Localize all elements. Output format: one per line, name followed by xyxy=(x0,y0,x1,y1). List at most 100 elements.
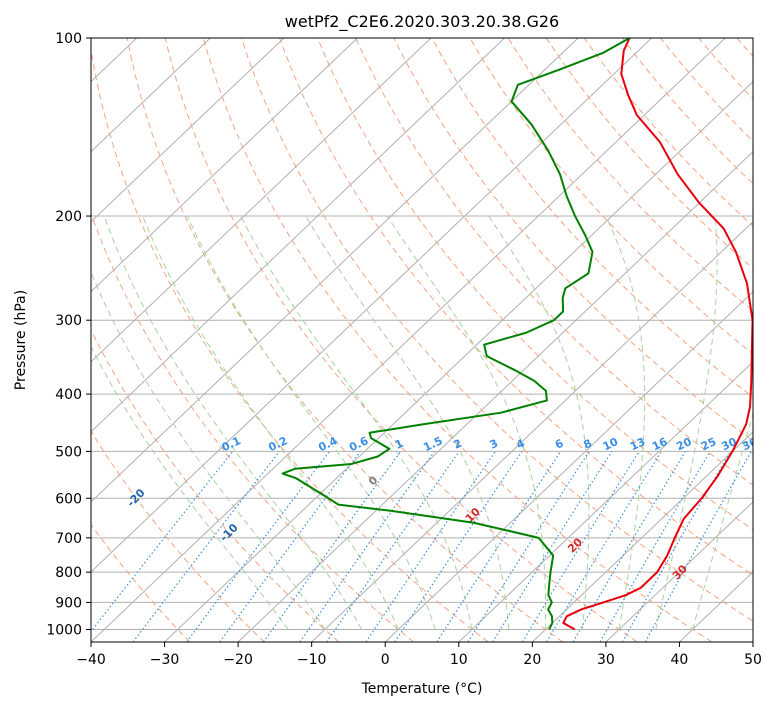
mixing-ratio-line xyxy=(492,451,613,642)
mixing-ratio-line xyxy=(436,451,562,642)
moist-adiabat-line xyxy=(305,215,510,630)
mixing-ratio-label: 2 xyxy=(452,437,464,452)
x-tick-label: 50 xyxy=(744,652,762,668)
isotherm-line xyxy=(91,38,505,433)
dewpoint-profile xyxy=(281,38,631,630)
mixing-ratio-line xyxy=(263,451,402,642)
dry-adiabat-line xyxy=(622,38,753,185)
mixing-ratio-label: 8 xyxy=(582,437,594,452)
line-labels: 0.10.20.40.611.52346810131620253036-100-… xyxy=(124,434,753,582)
mixing-ratio-line xyxy=(394,451,523,642)
x-tick-label: 30 xyxy=(597,652,615,668)
mixing-ratio-line xyxy=(599,451,711,642)
dry-adiabat-line xyxy=(240,38,753,622)
x-tick-label: −40 xyxy=(76,652,106,668)
x-tick-label: −20 xyxy=(223,652,253,668)
isotherm-line xyxy=(384,291,753,642)
mixing-ratio-label: 16 xyxy=(650,435,670,453)
dry-adiabat-line xyxy=(164,38,638,642)
dry-adiabat-line xyxy=(507,38,753,312)
moist-adiabat-line xyxy=(240,215,473,630)
isotherm-line xyxy=(91,38,579,503)
isotherm-line xyxy=(605,501,753,642)
moist-adiabat-line xyxy=(386,215,547,630)
x-tick-label: 10 xyxy=(450,652,468,668)
isotherm-line xyxy=(91,38,211,153)
isotherm-line xyxy=(531,431,753,642)
y-tick-label: 700 xyxy=(55,531,82,547)
axes: −40 −30 −20 −10 0 10 20 30 40 50 100 200 300 400 500 60… xyxy=(46,31,762,668)
x-tick-label: 40 xyxy=(671,652,689,668)
moist-adiabat-line xyxy=(186,215,436,630)
mixing-ratio-line xyxy=(219,451,361,642)
dry-adiabat-line xyxy=(660,38,753,142)
mixing-ratio-line xyxy=(326,451,460,642)
isotherm-line xyxy=(91,38,726,642)
x-tick-label: 0 xyxy=(381,652,390,668)
mixing-ratio-line xyxy=(132,451,280,642)
mixing-ratio-label: 3 xyxy=(488,437,500,452)
isotherm-line xyxy=(91,38,285,223)
mixing-ratio-line xyxy=(644,451,752,642)
isotherm-line xyxy=(311,220,753,642)
y-tick-label: 300 xyxy=(55,313,82,329)
mixing-ratio-line xyxy=(91,451,234,633)
profiles xyxy=(281,38,753,631)
dry-adiabat-line xyxy=(91,430,265,642)
isotherm-line xyxy=(679,571,753,642)
mixing-ratio-label: 13 xyxy=(628,435,647,453)
mixing-ratio-line xyxy=(467,451,590,642)
isotherm-line xyxy=(91,38,432,363)
dry-adiabat-line xyxy=(126,38,563,642)
mixing-ratio-line xyxy=(546,451,662,642)
dry-adiabat-line xyxy=(469,38,753,355)
mixing-ratio-line xyxy=(521,451,640,642)
y-axis-label: Pressure (hPa) xyxy=(13,290,29,390)
mixing-ratio-label: 25 xyxy=(699,435,718,453)
mixing-ratio-line xyxy=(572,451,686,642)
dry-adiabat-line xyxy=(317,38,753,531)
dry-adiabat-line xyxy=(355,38,753,486)
dry-adiabat-line xyxy=(583,38,753,227)
mixing-ratio-line xyxy=(622,451,732,642)
mixing-ratio-line xyxy=(299,451,435,642)
isotherm-line xyxy=(752,641,753,642)
dry-adiabat-label: -10 xyxy=(217,521,240,544)
moist-adiabat-line xyxy=(103,215,363,630)
moist-adiabat-line xyxy=(692,411,753,630)
moist-adiabat-line xyxy=(488,215,590,630)
dry-adiabat-line xyxy=(91,328,340,642)
plot-frame xyxy=(90,37,754,643)
y-tick-label: 500 xyxy=(55,444,82,460)
isotherm-line xyxy=(91,38,652,573)
y-tick-label: 800 xyxy=(55,565,82,581)
moist-adiabat-line xyxy=(655,216,718,630)
isotherm-line xyxy=(237,150,753,642)
moist-adiabat-line xyxy=(142,215,399,630)
mixing-ratio-label: 10 xyxy=(601,435,621,453)
isotherm-line xyxy=(0,38,63,642)
dry-adiabat-line xyxy=(91,523,191,642)
dry-adiabat-line xyxy=(698,38,753,100)
temperature-profile xyxy=(562,38,753,631)
dry-adiabat-line xyxy=(736,38,753,57)
moist-adiabat-line xyxy=(91,271,326,630)
dry-adiabat-line xyxy=(279,38,753,576)
isotherm-line xyxy=(164,80,753,642)
x-tick-label: −30 xyxy=(150,652,180,668)
isotherm-line xyxy=(91,38,358,293)
chart-title: wetPf2_C2E6.2020.303.20.38.G26 xyxy=(285,12,559,32)
y-tick-label: 400 xyxy=(55,387,82,403)
y-tick-label: 1000 xyxy=(46,622,82,638)
y-tick-label: 900 xyxy=(55,595,82,611)
x-tick-label: −10 xyxy=(297,652,327,668)
moist-adiabat-line xyxy=(605,215,646,630)
x-axis-label: Temperature (°C) xyxy=(361,681,483,697)
dry-adiabat-line xyxy=(91,47,489,642)
y-tick-label: 200 xyxy=(55,209,82,225)
dry-adiabat-line xyxy=(202,38,713,642)
dry-adiabat-label: -20 xyxy=(124,486,147,509)
dry-adiabat-line xyxy=(431,38,753,398)
y-tick-label: 100 xyxy=(55,31,82,47)
